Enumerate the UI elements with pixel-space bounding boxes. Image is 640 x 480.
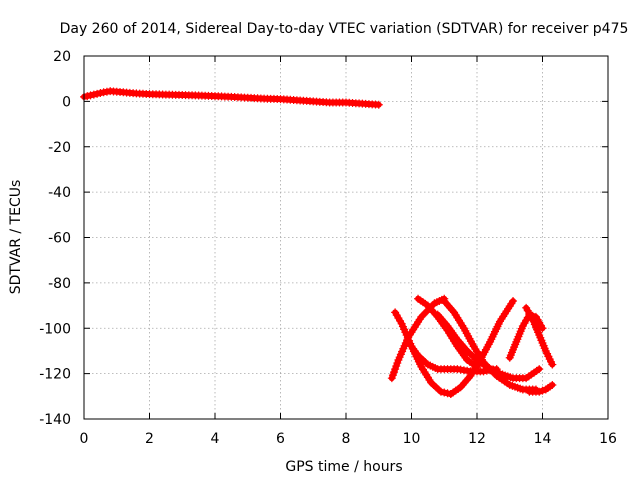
x-tick-label: 8 (342, 431, 351, 447)
y-axis-title: SDTVAR / TECUs (8, 180, 24, 295)
chart-title: Day 260 of 2014, Sidereal Day-to-day VTE… (60, 21, 629, 37)
y-tick-label: 0 (62, 94, 71, 110)
y-tick-label: -100 (39, 321, 71, 337)
x-tick-label: 10 (403, 431, 421, 447)
x-tick-label: 14 (534, 431, 552, 447)
data-point (509, 297, 518, 306)
y-tick-label: -80 (48, 276, 71, 292)
x-tick-label: 12 (468, 431, 486, 447)
series-arc-10 (404, 337, 501, 376)
data-point (96, 89, 105, 98)
axis-ticks (83, 55, 609, 420)
x-tick-label: 2 (145, 431, 154, 447)
y-tick-label: -140 (39, 412, 71, 428)
data-point (440, 388, 449, 397)
y-tick-label: 20 (53, 49, 71, 65)
data-point (548, 360, 557, 369)
data-point (535, 387, 544, 396)
series-arc-8 (525, 380, 557, 396)
series-layer (80, 87, 557, 399)
data-point (535, 365, 544, 374)
series-arc-early (80, 87, 383, 109)
data-point (83, 92, 92, 101)
y-tick-label: -60 (48, 231, 71, 247)
y-tick-label: -20 (48, 140, 71, 156)
x-tick-label: 16 (599, 431, 617, 447)
data-point (374, 100, 383, 109)
x-tick-label: 6 (276, 431, 285, 447)
data-point (436, 387, 445, 396)
x-tick-label: 0 (80, 431, 89, 447)
data-point (89, 90, 98, 99)
y-tick-label: -40 (48, 185, 71, 201)
data-point (548, 380, 557, 389)
tick-labels: 0 2 4 6 8 10 12 14 16 20 0 -20 -40 -60 -80 -100 -120 -140 (39, 49, 617, 447)
data-point (492, 365, 501, 374)
series-arc-7 (522, 303, 557, 369)
series-arc-9 (414, 294, 481, 371)
data-point (538, 324, 547, 333)
x-axis-title: GPS time / hours (285, 459, 402, 475)
data-point (86, 91, 95, 100)
data-point (93, 89, 102, 98)
series-arc-6 (505, 310, 547, 362)
x-tick-label: 4 (211, 431, 220, 447)
y-tick-label: -120 (39, 367, 71, 383)
data-point (538, 386, 547, 395)
